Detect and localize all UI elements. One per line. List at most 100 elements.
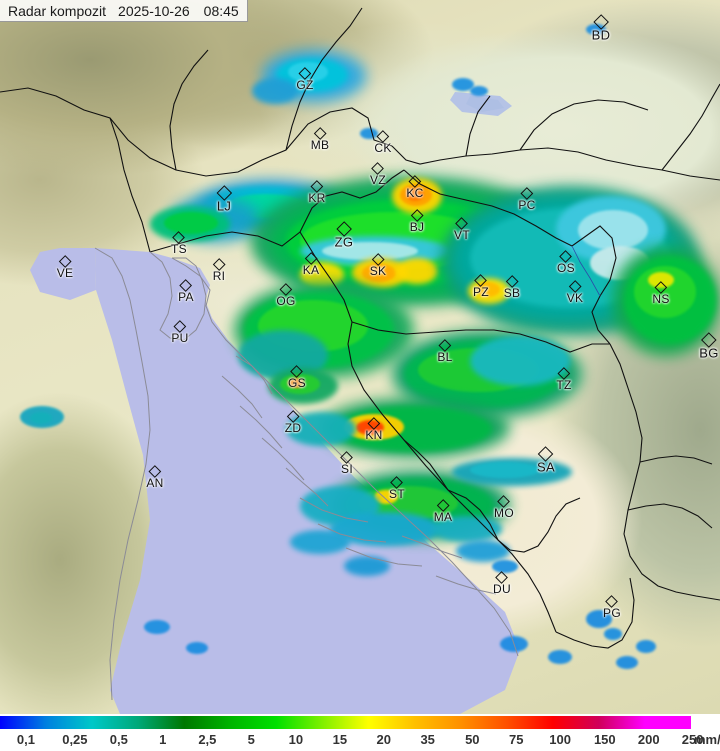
title-time: 08:45	[203, 3, 239, 19]
station-label: KR	[308, 191, 326, 205]
station-marker-bl[interactable]: BL	[437, 339, 453, 364]
legend-tick-0: 0,1	[16, 732, 35, 747]
station-marker-pa[interactable]: PA	[178, 279, 194, 304]
station-marker-bd[interactable]: BD	[591, 14, 611, 43]
station-marker-os[interactable]: OS	[557, 250, 575, 275]
station-label: TS	[171, 242, 187, 256]
legend-tick-4: 2,5	[198, 732, 217, 747]
station-marker-sb[interactable]: SB	[503, 275, 521, 300]
station-marker-ts[interactable]: TS	[171, 231, 187, 256]
station-label: BL	[437, 350, 453, 364]
station-marker-gz[interactable]: GZ	[296, 67, 314, 92]
station-label: BJ	[409, 220, 425, 234]
station-marker-ck[interactable]: CK	[374, 130, 392, 155]
legend-tick-8: 20	[376, 732, 391, 747]
station-label-layer: BD GZ MB CK VZ KC BJ VT LJ KR ZG PC KA SK OS PZ SB VK NS BG…	[56, 14, 719, 619]
station-marker-vt[interactable]: VT	[454, 217, 470, 242]
station-label: ST	[389, 487, 405, 501]
station-label: SA	[537, 459, 555, 475]
station-label: DU	[493, 582, 511, 596]
station-label: CK	[374, 141, 392, 155]
legend-tick-13: 150	[593, 732, 616, 747]
station-label: BG	[699, 345, 719, 361]
legend-tick-labels: 0,1 0,25 0,5 1 2,5 5 10 15 20 35 50 75 100 150 200 250 m…	[0, 731, 720, 751]
station-label: ZD	[284, 421, 302, 435]
station-label: MO	[494, 506, 514, 520]
station-marker-mo[interactable]: MO	[494, 495, 514, 520]
station-marker-gs[interactable]: GS	[288, 365, 306, 390]
station-marker-pg[interactable]: PG	[603, 595, 621, 619]
legend-tick-15: 250	[681, 732, 704, 747]
legend-tick-12: 100	[549, 732, 572, 747]
station-marker-og[interactable]: OG	[276, 283, 295, 307]
station-label: VZ	[370, 173, 386, 187]
station-label: PC	[518, 198, 536, 212]
station-label: MA	[433, 510, 453, 524]
station-marker-bj[interactable]: BJ	[409, 209, 425, 234]
station-label: VE	[56, 266, 74, 280]
station-label: SI	[341, 462, 353, 476]
station-marker-tz[interactable]: TZ	[556, 367, 572, 392]
station-marker-bg[interactable]: BG	[699, 332, 719, 361]
station-marker-ns[interactable]: NS	[652, 281, 669, 305]
station-label: PU	[171, 331, 189, 345]
title-date: 2025-10-26	[118, 3, 190, 19]
legend-tick-5: 5	[247, 732, 255, 747]
legend-tick-3: 1	[159, 732, 167, 747]
station-marker-pz[interactable]: PZ	[473, 274, 489, 299]
legend-tick-2: 0,5	[109, 732, 128, 747]
station-marker-an[interactable]: AN	[146, 465, 164, 490]
legend-tick-10: 50	[465, 732, 480, 747]
title-bar: Radar kompozit 2025-10-26 08:45	[0, 0, 248, 22]
station-label: ZG	[334, 234, 354, 250]
station-label: GS	[288, 376, 306, 390]
station-marker-mb[interactable]: MB	[310, 127, 330, 152]
legend-tick-1: 0,25	[62, 732, 88, 747]
color-scale-legend: 0,1 0,25 0,5 1 2,5 5 10 15 20 35 50 75 100 150 200 250 m…	[0, 714, 720, 751]
station-label: TZ	[556, 378, 572, 392]
station-label: KA	[302, 263, 320, 277]
station-label: PZ	[473, 285, 489, 299]
station-marker-ma[interactable]: MA	[433, 499, 453, 524]
station-marker-lj[interactable]: LJ	[216, 185, 232, 214]
station-marker-kn[interactable]: KN	[365, 417, 383, 442]
station-label: GZ	[296, 78, 314, 92]
station-marker-pu[interactable]: PU	[171, 320, 189, 345]
station-marker-zg[interactable]: ZG	[334, 221, 354, 250]
station-marker-vk[interactable]: VK	[567, 280, 584, 304]
legend-tick-9: 35	[420, 732, 435, 747]
legend-unit: mm/h	[694, 732, 720, 747]
station-marker-vz[interactable]: VZ	[370, 162, 386, 187]
station-label: SK	[369, 264, 387, 278]
station-marker-pc[interactable]: PC	[518, 187, 536, 212]
station-label: MB	[310, 138, 330, 152]
station-marker-ri[interactable]: RI	[212, 258, 226, 282]
station-marker-zd[interactable]: ZD	[284, 410, 302, 435]
station-marker-si[interactable]: SI	[340, 451, 354, 476]
station-label: SB	[503, 286, 521, 300]
station-label: OS	[557, 261, 575, 275]
product-title: Radar kompozit	[8, 3, 107, 19]
legend-tick-6: 10	[288, 732, 304, 747]
station-label: VT	[454, 228, 470, 242]
legend-tick-14: 200	[637, 732, 660, 747]
station-label: AN	[146, 476, 164, 490]
station-marker-ka[interactable]: KA	[302, 252, 320, 277]
sea-layer	[30, 92, 520, 714]
station-marker-sa[interactable]: SA	[537, 446, 555, 475]
station-marker-kc[interactable]: KC	[406, 175, 423, 199]
station-label: PA	[178, 290, 194, 304]
station-marker-kr[interactable]: KR	[308, 180, 326, 205]
station-label: BD	[591, 27, 611, 43]
station-marker-st[interactable]: ST	[389, 476, 405, 501]
station-label: LJ	[216, 198, 232, 214]
legend-gradient-bar	[0, 716, 691, 729]
station-marker-ve[interactable]: VE	[56, 255, 74, 280]
station-marker-sk[interactable]: SK	[369, 253, 387, 278]
radar-map[interactable]: BD GZ MB CK VZ KC BJ VT LJ KR ZG PC KA SK OS PZ SB VK NS BG…	[0, 0, 720, 714]
station-label: KN	[365, 428, 383, 442]
legend-tick-11: 75	[509, 732, 524, 747]
station-marker-du[interactable]: DU	[493, 571, 511, 596]
border-layer	[0, 7, 720, 701]
